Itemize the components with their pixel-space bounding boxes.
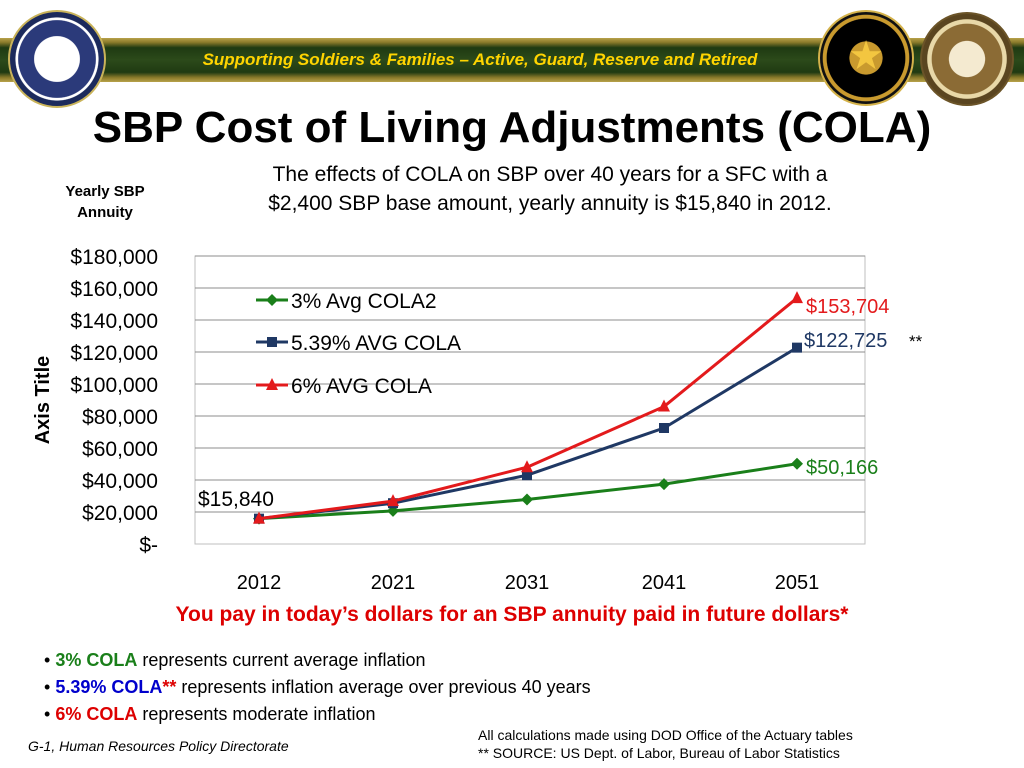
y-tick-label: $20,000 — [82, 502, 158, 525]
data-point — [521, 493, 533, 506]
legend-label: 5.39% AVG COLA — [291, 332, 461, 355]
x-tick-label: 2031 — [505, 572, 550, 594]
subtitle-line-1: The effects of COLA on SBP over 40 years… — [272, 163, 828, 186]
bullet-item: • 6% COLA represents moderate inflation — [44, 704, 376, 724]
army-seal-icon — [8, 10, 106, 108]
g1-seal-icon: ★ — [818, 10, 914, 106]
line-chart: $- $20,000 $40,000 $60,000 $80,000 $100,000 $1… — [32, 246, 923, 594]
yearly-label-line-1: Yearly SBP — [65, 183, 145, 200]
data-point — [266, 294, 278, 306]
bullet-text: represents inflation average over previo… — [176, 677, 591, 697]
data-point — [792, 342, 802, 353]
x-tick-label: 2041 — [642, 572, 687, 594]
data-point — [266, 378, 278, 390]
bullet-text: represents current average inflation — [137, 650, 426, 670]
y-tick-label: $60,000 — [82, 438, 158, 461]
data-point — [791, 457, 803, 470]
y-tick-label: $100,000 — [70, 374, 158, 397]
dod-seal-icon — [920, 12, 1014, 106]
data-label-539pct: $122,725 — [804, 330, 887, 352]
footer-note-2: ** SOURCE: US Dept. of Labor, Bureau of … — [478, 745, 840, 761]
data-point — [253, 511, 265, 524]
banner-text: Supporting Soldiers & Families – Active,… — [202, 50, 758, 69]
data-point — [522, 470, 532, 481]
y-axis-title: Axis Title — [32, 356, 54, 445]
data-point — [659, 423, 669, 433]
data-label-start: $15,840 — [198, 488, 274, 511]
bullet-item: • 5.39% COLA** represents inflation aver… — [44, 677, 591, 697]
data-point — [267, 337, 277, 347]
legend-label: 3% Avg COLA2 — [291, 290, 437, 313]
y-tick-label: $- — [139, 534, 158, 557]
page-title: SBP Cost of Living Adjustments (COLA) — [92, 103, 932, 152]
x-tick-label: 2021 — [371, 572, 416, 594]
data-point — [658, 478, 670, 491]
bullet-mark: ** — [162, 677, 177, 697]
legend-label: 6% AVG COLA — [291, 375, 432, 398]
tagline: You pay in today’s dollars for an SBP an… — [175, 603, 849, 626]
footer-notes: All calculations made using DOD Office o… — [478, 726, 853, 762]
subtitle-line-2: $2,400 SBP base amount, yearly annuity i… — [268, 192, 832, 215]
yearly-label-line-2: Annuity — [77, 204, 133, 221]
footer-note-1: All calculations made using DOD Office o… — [478, 727, 853, 743]
data-label-3pct: $50,166 — [806, 457, 878, 479]
bullet-lead: 3% COLA — [55, 650, 138, 670]
x-tick-label: 2051 — [775, 572, 820, 594]
y-tick-label: $80,000 — [82, 406, 158, 429]
y-tick-label: $140,000 — [70, 310, 158, 333]
data-point — [387, 494, 399, 507]
bullet-lead: 5.39% COLA — [55, 677, 163, 697]
bullet-lead: 6% COLA — [55, 704, 138, 724]
y-tick-label: $40,000 — [82, 470, 158, 493]
y-tick-label: $160,000 — [70, 278, 158, 301]
data-point — [791, 291, 803, 304]
star-icon: ★ — [848, 34, 884, 78]
bullet-item: • 3% COLA represents current average inf… — [44, 650, 426, 670]
data-point — [658, 399, 670, 412]
x-tick-label: 2012 — [237, 572, 282, 594]
yearly-annuity-label: Yearly SBP Annuity — [40, 181, 170, 223]
data-point — [521, 460, 533, 473]
bullet-text: represents moderate inflation — [137, 704, 376, 724]
chart-subtitle: The effects of COLA on SBP over 40 years… — [180, 160, 920, 218]
y-tick-label: $120,000 — [70, 342, 158, 365]
y-tick-label: $180,000 — [70, 246, 158, 269]
data-label-539pct-mark: ** — [909, 332, 923, 351]
footer-source: G-1, Human Resources Policy Directorate — [28, 738, 289, 754]
data-label-6pct: $153,704 — [806, 296, 889, 318]
series-line — [258, 346, 798, 521]
